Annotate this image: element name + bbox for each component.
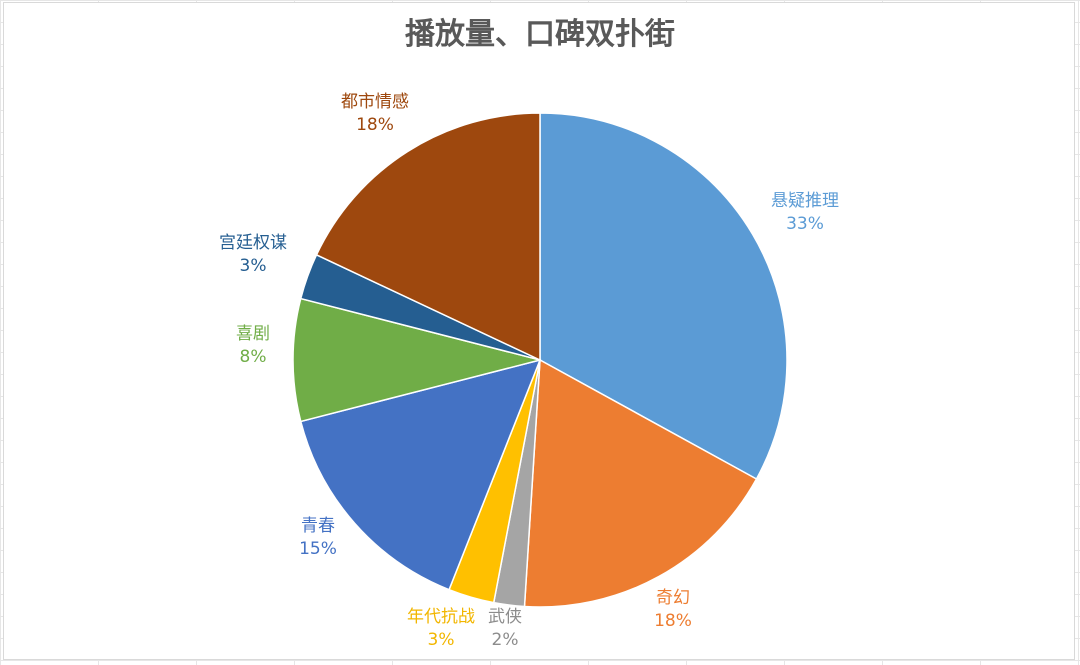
slice-percent-label: 15% (299, 539, 337, 559)
slice-percent-label: 33% (786, 214, 824, 234)
slice-category-label: 宫廷权谋 (219, 233, 287, 253)
pie-slice-5[interactable] (299, 358, 542, 591)
pie-slices (292, 112, 788, 608)
slice-percent-label: 18% (356, 115, 394, 135)
slice-percent-label: 18% (654, 611, 692, 631)
slice-labels: 悬疑推理 33% 奇幻 18% 武侠 2% 年代抗战 3% 青春 15% 喜剧 8% 宫廷权谋 3% 都市情… (219, 92, 839, 650)
slice-percent-label: 3% (428, 630, 455, 650)
slice-percent-label: 3% (240, 256, 267, 276)
pie-slice-2[interactable] (523, 358, 758, 608)
pie-slice-8[interactable] (315, 112, 541, 362)
slice-category-label: 武侠 (488, 607, 522, 627)
pie-slice-1[interactable] (539, 112, 788, 481)
slice-percent-label: 2% (492, 630, 519, 650)
slice-category-label: 奇幻 (656, 588, 690, 608)
slice-category-label: 青春 (301, 516, 335, 536)
slice-percent-label: 8% (240, 347, 267, 367)
pie-slice-6[interactable] (292, 297, 541, 423)
slice-category-label: 喜剧 (236, 324, 270, 344)
slice-category-label: 年代抗战 (407, 607, 475, 627)
slice-category-label: 悬疑推理 (771, 191, 839, 211)
chart-title: 播放量、口碑双扑街 (405, 18, 675, 51)
slice-category-label: 都市情感 (341, 92, 409, 112)
